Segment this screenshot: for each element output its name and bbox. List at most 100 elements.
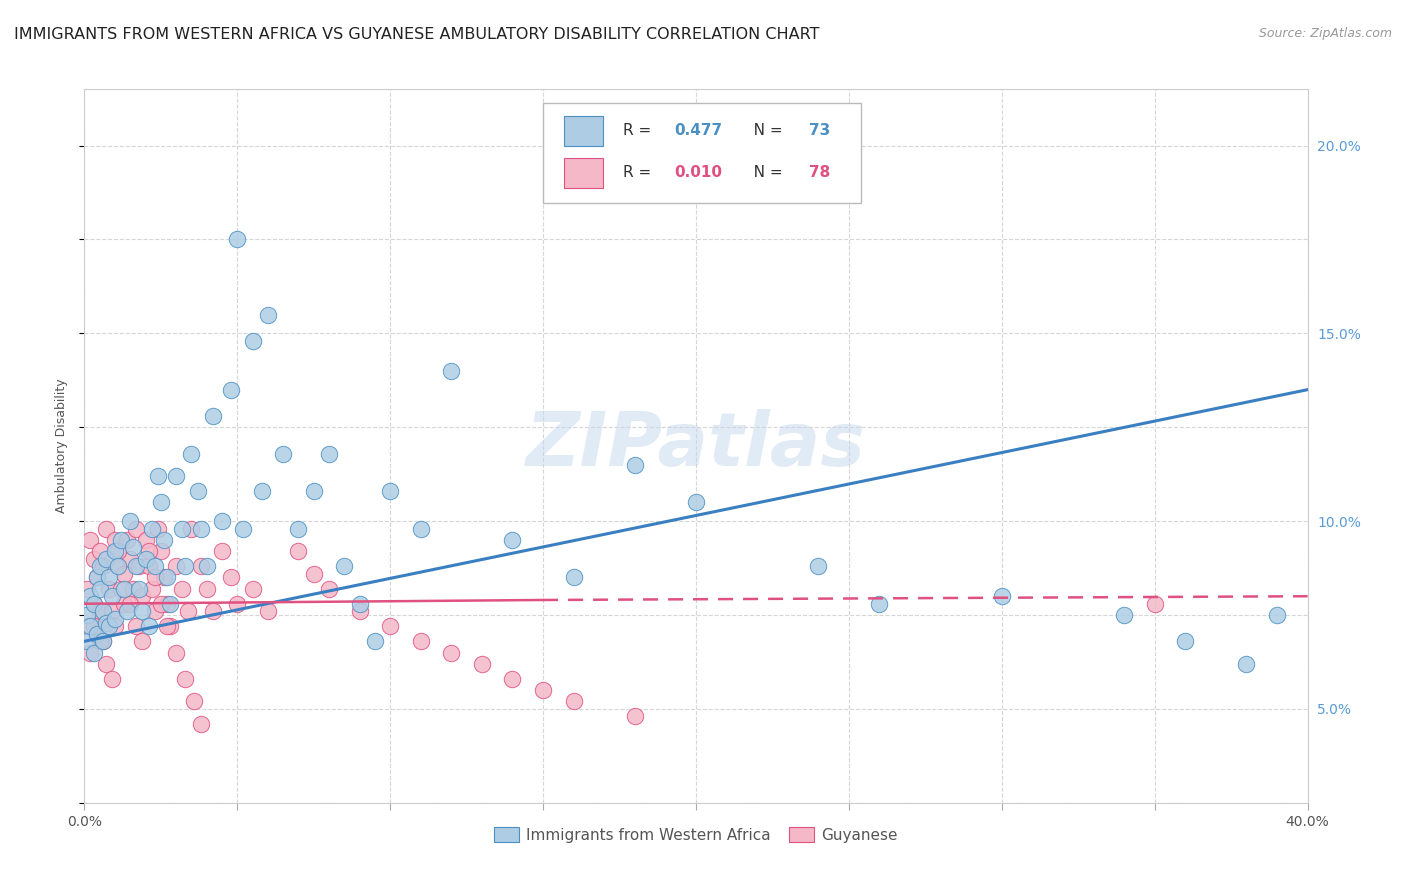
- Text: 78: 78: [808, 165, 830, 180]
- Point: [104, 533, 127, 547]
- Point: [135, 533, 157, 547]
- Point: [131, 604, 153, 618]
- Legend: Immigrants from Western Africa, Guyanese: Immigrants from Western Africa, Guyanese: [488, 821, 904, 848]
- Point: [440, 646, 463, 660]
- Point: [143, 604, 166, 618]
- Point: [120, 514, 142, 528]
- Point: [180, 446, 202, 460]
- Text: Source: ZipAtlas.com: Source: ZipAtlas.com: [1258, 27, 1392, 40]
- Point: [146, 469, 169, 483]
- Point: [107, 559, 129, 574]
- Point: [201, 604, 224, 618]
- Point: [807, 559, 830, 574]
- Point: [101, 604, 124, 618]
- Point: [156, 619, 179, 633]
- Point: [83, 619, 105, 633]
- Point: [128, 582, 150, 596]
- Point: [149, 597, 172, 611]
- Point: [89, 582, 111, 596]
- Point: [287, 544, 309, 558]
- Point: [156, 597, 179, 611]
- Point: [91, 634, 114, 648]
- Point: [287, 522, 309, 536]
- Point: [143, 559, 166, 574]
- Text: 73: 73: [808, 123, 830, 138]
- Point: [502, 533, 524, 547]
- Point: [180, 522, 202, 536]
- Point: [172, 582, 194, 596]
- Point: [685, 495, 707, 509]
- Point: [101, 672, 124, 686]
- Point: [409, 522, 432, 536]
- Point: [104, 544, 127, 558]
- Point: [409, 634, 432, 648]
- Point: [159, 597, 181, 611]
- Point: [531, 683, 554, 698]
- Point: [174, 559, 197, 574]
- Point: [271, 446, 294, 460]
- Point: [128, 559, 150, 574]
- Point: [380, 619, 402, 633]
- Point: [1236, 657, 1258, 671]
- FancyBboxPatch shape: [564, 158, 603, 187]
- Point: [76, 634, 98, 648]
- Point: [125, 559, 148, 574]
- Point: [172, 522, 194, 536]
- Point: [122, 582, 145, 596]
- Point: [97, 582, 120, 596]
- Text: 0.010: 0.010: [673, 165, 721, 180]
- Point: [135, 551, 157, 566]
- Point: [107, 544, 129, 558]
- Point: [190, 559, 212, 574]
- Point: [562, 694, 585, 708]
- Point: [89, 544, 111, 558]
- Text: IMMIGRANTS FROM WESTERN AFRICA VS GUYANESE AMBULATORY DISABILITY CORRELATION CHA: IMMIGRANTS FROM WESTERN AFRICA VS GUYANE…: [14, 27, 820, 42]
- Point: [471, 657, 494, 671]
- Point: [242, 582, 264, 596]
- Point: [86, 627, 108, 641]
- Point: [183, 694, 205, 708]
- Point: [195, 559, 218, 574]
- Point: [122, 541, 145, 555]
- Point: [125, 522, 148, 536]
- Point: [219, 383, 242, 397]
- Point: [624, 458, 647, 472]
- Point: [165, 559, 187, 574]
- Point: [97, 619, 120, 633]
- Point: [91, 604, 114, 618]
- Point: [624, 709, 647, 723]
- Point: [94, 551, 117, 566]
- Point: [83, 551, 105, 566]
- Text: N =: N =: [738, 123, 787, 138]
- Point: [149, 544, 172, 558]
- Text: R =: R =: [623, 123, 655, 138]
- Point: [1265, 607, 1288, 622]
- Point: [138, 544, 160, 558]
- Point: [349, 597, 371, 611]
- Point: [94, 615, 117, 630]
- Point: [226, 597, 249, 611]
- Point: [141, 522, 163, 536]
- Point: [364, 634, 387, 648]
- Point: [91, 559, 114, 574]
- Point: [83, 597, 105, 611]
- Point: [110, 533, 132, 547]
- Point: [991, 589, 1014, 603]
- Point: [349, 604, 371, 618]
- Point: [250, 484, 273, 499]
- Point: [1174, 634, 1197, 648]
- Point: [79, 533, 101, 547]
- Point: [174, 672, 197, 686]
- Point: [190, 522, 212, 536]
- Point: [440, 364, 463, 378]
- Point: [94, 522, 117, 536]
- Text: 0.477: 0.477: [673, 123, 723, 138]
- Point: [101, 589, 124, 603]
- Point: [211, 544, 233, 558]
- Point: [94, 657, 117, 671]
- Point: [76, 619, 98, 633]
- Point: [83, 646, 105, 660]
- Point: [112, 597, 135, 611]
- Point: [91, 634, 114, 648]
- Text: ZIPatlas: ZIPatlas: [526, 409, 866, 483]
